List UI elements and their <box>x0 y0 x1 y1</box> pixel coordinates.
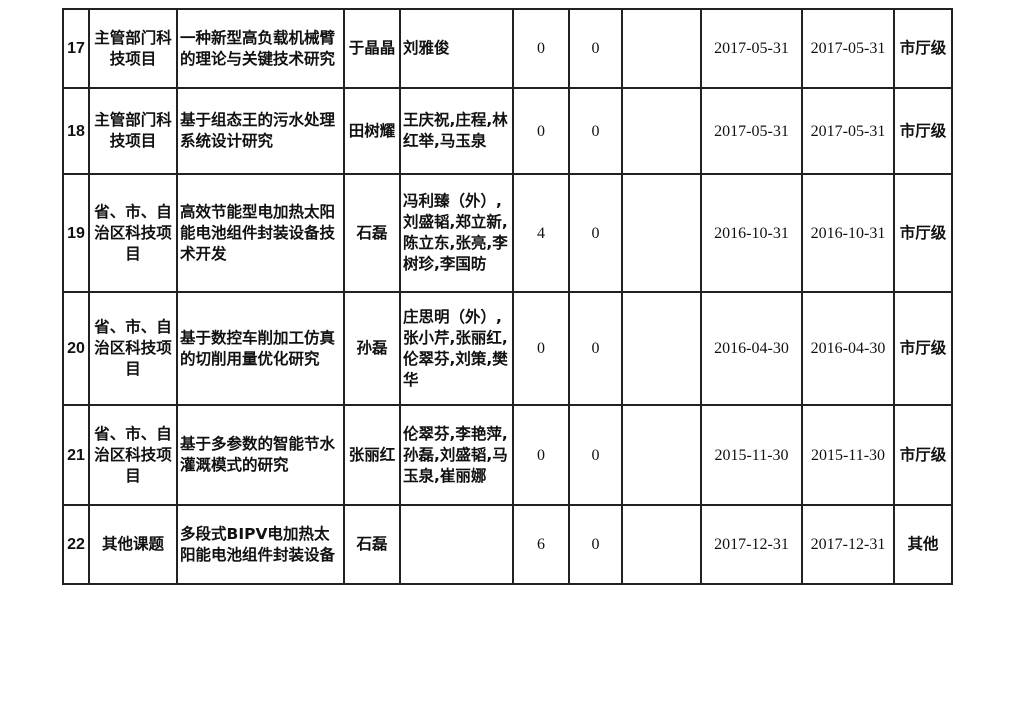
count-cell: 0 <box>512 87 570 175</box>
level-cell: 市厅级 <box>893 291 953 406</box>
title-cell: 多段式BIPV电加热太阳能电池组件封装设备 <box>176 504 345 585</box>
end-date-cell: 2016-10-31 <box>801 173 895 293</box>
count-cell: 0 <box>512 8 570 89</box>
title-cell: 一种新型高负载机械臂的理论与关键技术研究 <box>176 8 345 89</box>
end-date-cell: 2017-12-31 <box>801 504 895 585</box>
start-date-cell: 2016-10-31 <box>700 173 803 293</box>
table-row: 19 省、市、自治区科技项目 高效节能型电加热太阳能电池组件封装设备技术开发 石磊 冯利… <box>62 173 953 293</box>
title-cell: 基于数控车削加工仿真的切削用量优化研究 <box>176 291 345 406</box>
empty-cell <box>621 8 702 89</box>
start-date-cell: 2017-12-31 <box>700 504 803 585</box>
table-row: 22 其他课题 多段式BIPV电加热太阳能电池组件封装设备 石磊 6 0 2017-12-3… <box>62 504 953 585</box>
count-cell: 0 <box>512 291 570 406</box>
members-cell: 王庆祝,庄程,林红举,马玉泉 <box>399 87 514 175</box>
empty-cell <box>621 87 702 175</box>
end-date-cell: 2017-05-31 <box>801 87 895 175</box>
leader-cell: 于晶晶 <box>343 8 401 89</box>
start-date-cell: 2017-05-31 <box>700 87 803 175</box>
start-date-cell: 2016-04-30 <box>700 291 803 406</box>
leader-cell: 孙磊 <box>343 291 401 406</box>
title-cell: 基于多参数的智能节水灌溉模式的研究 <box>176 404 345 506</box>
start-date-cell: 2015-11-30 <box>700 404 803 506</box>
level-cell: 市厅级 <box>893 173 953 293</box>
level-cell: 市厅级 <box>893 8 953 89</box>
empty-cell <box>621 504 702 585</box>
empty-cell <box>621 291 702 406</box>
row-number: 20 <box>62 291 90 406</box>
count2-cell: 0 <box>568 87 623 175</box>
count-cell: 6 <box>512 504 570 585</box>
table-row: 21 省、市、自治区科技项目 基于多参数的智能节水灌溉模式的研究 张丽红 伦翠芬,李艳萍… <box>62 404 953 506</box>
count2-cell: 0 <box>568 291 623 406</box>
leader-cell: 石磊 <box>343 173 401 293</box>
level-cell: 市厅级 <box>893 404 953 506</box>
row-number: 22 <box>62 504 90 585</box>
leader-cell: 张丽红 <box>343 404 401 506</box>
count-cell: 0 <box>512 404 570 506</box>
leader-cell: 石磊 <box>343 504 401 585</box>
end-date-cell: 2017-05-31 <box>801 8 895 89</box>
members-cell <box>399 504 514 585</box>
category-cell: 省、市、自治区科技项目 <box>88 173 178 293</box>
row-number: 18 <box>62 87 90 175</box>
table-row: 17 主管部门科技项目 一种新型高负载机械臂的理论与关键技术研究 于晶晶 刘雅俊 0 0 20… <box>62 8 953 89</box>
row-number: 19 <box>62 173 90 293</box>
count2-cell: 0 <box>568 504 623 585</box>
category-cell: 省、市、自治区科技项目 <box>88 404 178 506</box>
row-number: 17 <box>62 8 90 89</box>
title-cell: 高效节能型电加热太阳能电池组件封装设备技术开发 <box>176 173 345 293</box>
leader-cell: 田树耀 <box>343 87 401 175</box>
count2-cell: 0 <box>568 173 623 293</box>
start-date-cell: 2017-05-31 <box>700 8 803 89</box>
category-cell: 主管部门科技项目 <box>88 8 178 89</box>
level-cell: 市厅级 <box>893 87 953 175</box>
members-cell: 伦翠芬,李艳萍,孙磊,刘盛韬,马玉泉,崔丽娜 <box>399 404 514 506</box>
category-cell: 主管部门科技项目 <box>88 87 178 175</box>
members-cell: 庄思明（外）,张小芹,张丽红,伦翠芬,刘策,樊华 <box>399 291 514 406</box>
table-row: 20 省、市、自治区科技项目 基于数控车削加工仿真的切削用量优化研究 孙磊 庄思明（外）… <box>62 291 953 406</box>
level-cell: 其他 <box>893 504 953 585</box>
count-cell: 4 <box>512 173 570 293</box>
members-cell: 刘雅俊 <box>399 8 514 89</box>
category-cell: 省、市、自治区科技项目 <box>88 291 178 406</box>
title-cell: 基于组态王的污水处理系统设计研究 <box>176 87 345 175</box>
row-number: 21 <box>62 404 90 506</box>
category-cell: 其他课题 <box>88 504 178 585</box>
end-date-cell: 2016-04-30 <box>801 291 895 406</box>
members-cell: 冯利臻（外）,刘盛韬,郑立新,陈立东,张亮,李树珍,李国昉 <box>399 173 514 293</box>
end-date-cell: 2015-11-30 <box>801 404 895 506</box>
project-table: 17 主管部门科技项目 一种新型高负载机械臂的理论与关键技术研究 于晶晶 刘雅俊 0 0 20… <box>62 8 953 585</box>
empty-cell <box>621 173 702 293</box>
count2-cell: 0 <box>568 404 623 506</box>
empty-cell <box>621 404 702 506</box>
table-row: 18 主管部门科技项目 基于组态王的污水处理系统设计研究 田树耀 王庆祝,庄程,林红举,… <box>62 87 953 175</box>
count2-cell: 0 <box>568 8 623 89</box>
